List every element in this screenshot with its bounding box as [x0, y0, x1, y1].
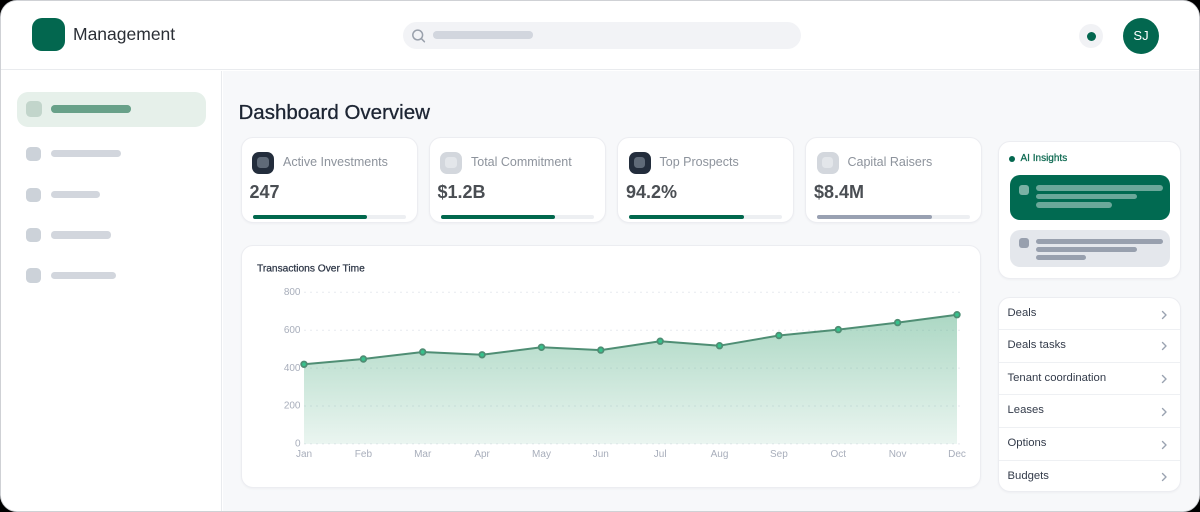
- svg-text:May: May: [532, 448, 551, 459]
- svg-text:Jun: Jun: [592, 448, 608, 459]
- svg-text:600: 600: [283, 324, 300, 335]
- svg-text:Apr: Apr: [474, 448, 490, 459]
- svg-text:Aug: Aug: [710, 448, 728, 459]
- svg-text:800: 800: [283, 287, 300, 298]
- svg-text:Nov: Nov: [888, 448, 906, 459]
- svg-text:Transactions Over Time: Transactions Over Time: [257, 263, 365, 274]
- svg-text:400: 400: [283, 362, 300, 373]
- svg-text:Feb: Feb: [354, 448, 372, 459]
- svg-text:Mar: Mar: [414, 448, 432, 459]
- svg-text:0: 0: [294, 438, 300, 449]
- svg-text:Oct: Oct: [830, 448, 846, 459]
- svg-text:Jul: Jul: [653, 448, 666, 459]
- svg-text:200: 200: [283, 400, 300, 411]
- svg-text:Dec: Dec: [948, 448, 966, 459]
- svg-text:Sep: Sep: [770, 448, 788, 459]
- svg-text:Jan: Jan: [295, 448, 311, 459]
